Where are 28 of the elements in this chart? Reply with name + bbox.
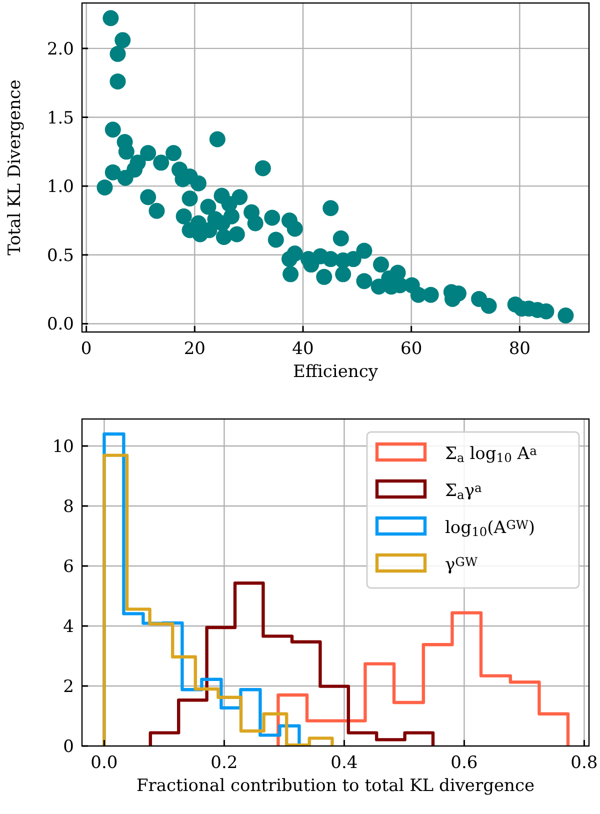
x-tick-label: 0.6: [450, 753, 478, 773]
x-tick-label: 60: [400, 339, 422, 359]
y-tick-label: 6: [63, 557, 74, 577]
legend-label: Σ$_{a}$ log$_{10}$ A$^{a}$: [445, 444, 537, 465]
y-tick-label: 4: [63, 617, 74, 637]
x-tick-label: 0.0: [90, 753, 118, 773]
y-tick-label: 1.5: [46, 108, 74, 128]
y-tick-label: 2: [63, 677, 74, 697]
x-tick-label: 0.2: [210, 753, 238, 773]
x-tick-label: 20: [184, 339, 206, 359]
x-tick-label: 80: [508, 339, 530, 359]
legend-label: Σ$_{a}$γ$^{a}$: [445, 480, 482, 502]
y-tick-label: 2.0: [46, 39, 74, 60]
legend-label: log$_{10}$(A$^{GW}$): [445, 518, 536, 539]
y-tick-label: 0.5: [46, 246, 74, 266]
x-tick-label: 0.8: [570, 753, 598, 773]
x-tick-label: 0: [80, 339, 92, 359]
x-axis-title: Efficiency: [292, 362, 378, 382]
y-axis-title: Total KL Divergence: [5, 80, 25, 256]
x-axis-title: Fractional contribution to total KL divergence: [136, 776, 535, 796]
y-tick-label: 0: [63, 737, 74, 757]
y-tick-label: 1.0: [46, 177, 74, 198]
x-tick-label: 0.4: [330, 753, 358, 773]
y-tick-label: 8: [63, 497, 74, 517]
legend-label: γ$^{GW}$: [445, 554, 478, 575]
y-tick-label: 0.0: [46, 314, 74, 335]
y-tick-label: 10: [52, 437, 74, 457]
x-tick-label: 40: [292, 339, 314, 359]
